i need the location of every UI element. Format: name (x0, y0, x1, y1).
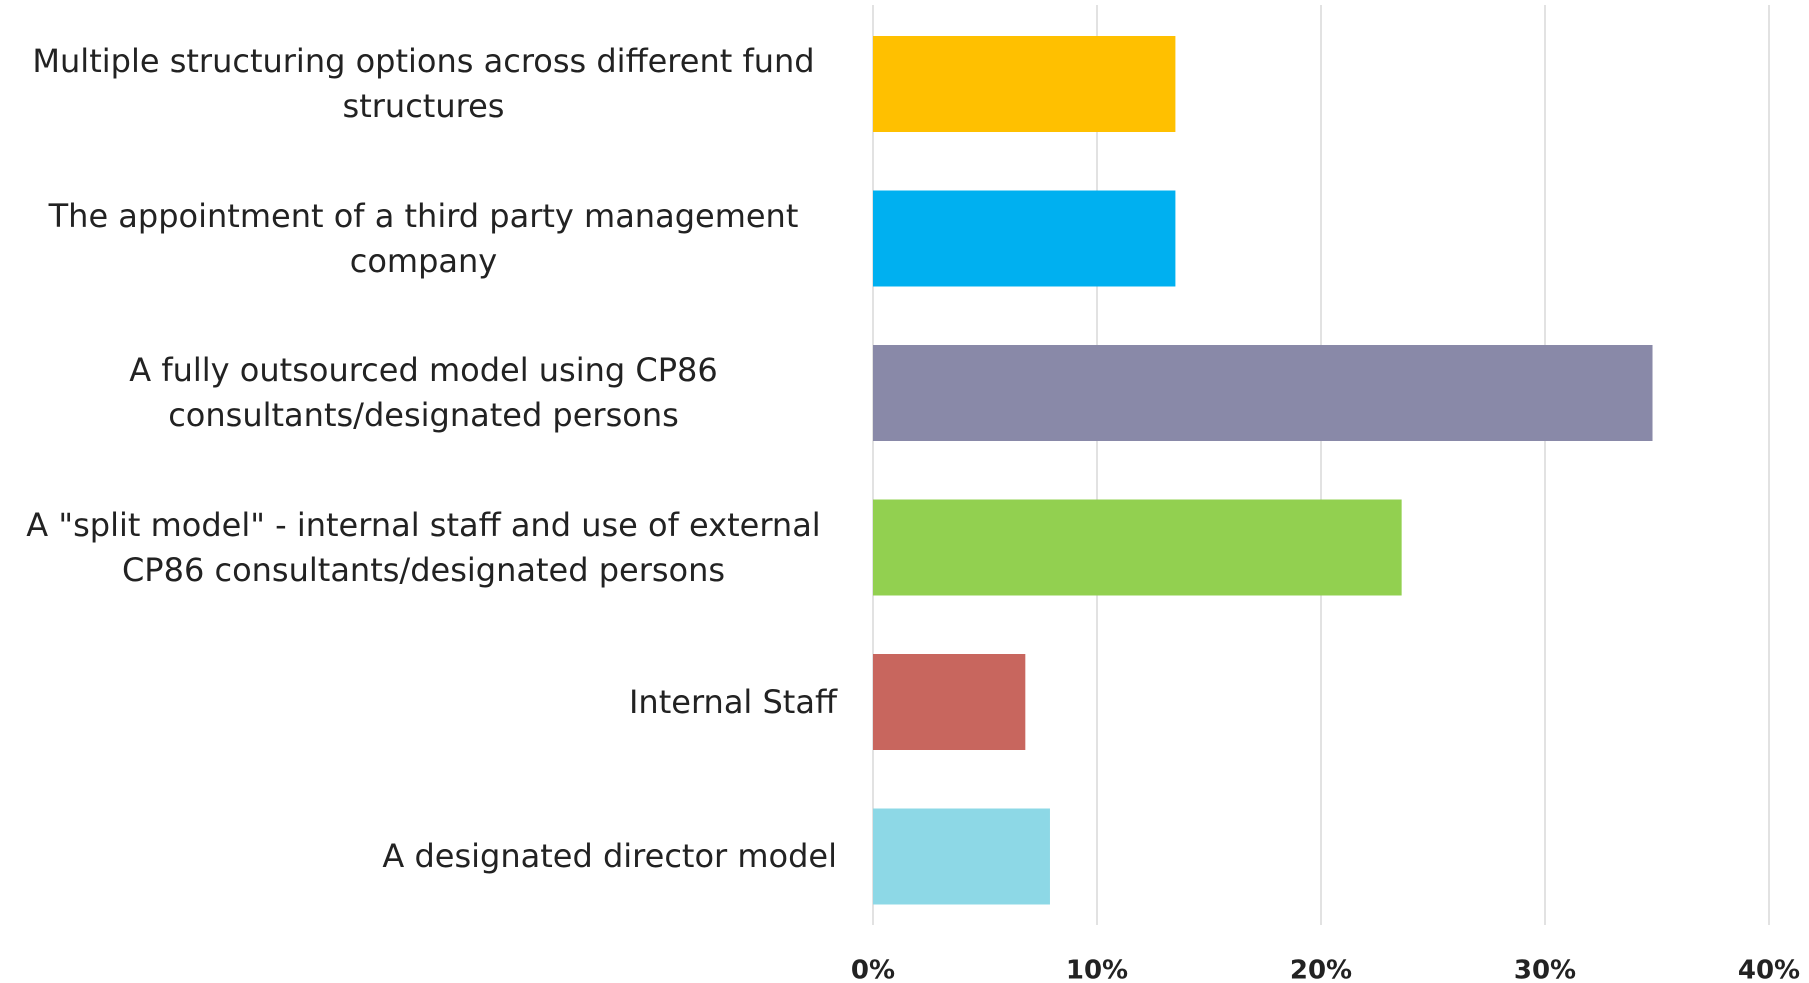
bar (873, 499, 1402, 596)
category-label: A fully outsourced model using CP86 cons… (129, 351, 718, 434)
category-label-box: Internal Staff (10, 642, 837, 762)
bar (873, 654, 1026, 750)
x-tick-label: 40% (1738, 956, 1800, 983)
x-tick-label: 20% (1290, 956, 1352, 983)
category-label-box: A fully outsourced model using CP86 cons… (10, 333, 837, 453)
category-label: Internal Staff (628, 682, 837, 721)
x-tick-label: 10% (1066, 956, 1128, 983)
category-label: Multiple structuring options across diff… (32, 42, 815, 125)
category-label: A designated director model (382, 837, 837, 876)
category-label: A "split model" - internal staff and use… (26, 505, 821, 589)
category-label-box: Multiple structuring options across diff… (10, 24, 837, 144)
bar (873, 345, 1653, 441)
bar (873, 808, 1050, 905)
category-label: The appointment of a third party managem… (48, 196, 799, 280)
bar (873, 36, 1176, 132)
category-label-box: A "split model" - internal staff and use… (10, 488, 837, 608)
category-label-box: The appointment of a third party managem… (10, 179, 837, 299)
bar (873, 190, 1176, 287)
x-tick-label: 0% (851, 956, 895, 983)
x-tick-label: 30% (1514, 956, 1576, 983)
category-label-box: A designated director model (10, 797, 837, 917)
